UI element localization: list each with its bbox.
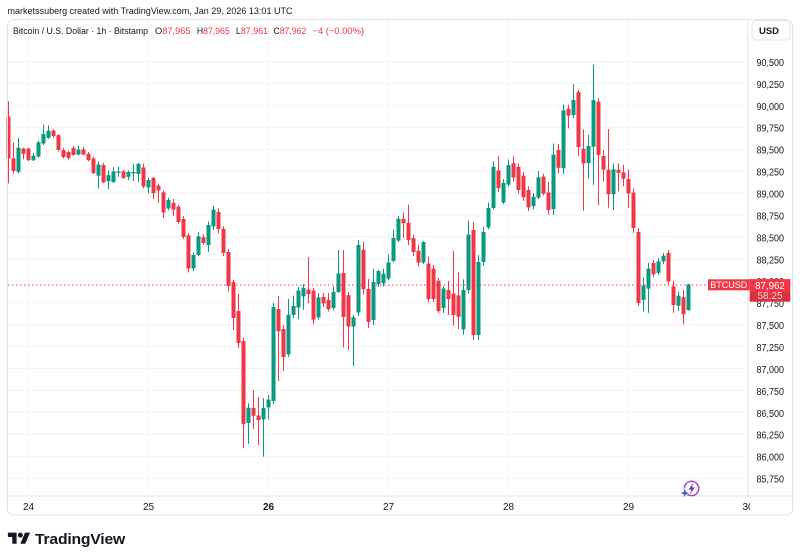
svg-text:88,250: 88,250 bbox=[757, 255, 785, 266]
svg-text:88,750: 88,750 bbox=[757, 211, 785, 222]
svg-text:L87,961: L87,961 bbox=[236, 26, 268, 37]
svg-text:26: 26 bbox=[263, 502, 275, 513]
svg-text:Bitcoin / U.S. Dollar · 1h · B: Bitcoin / U.S. Dollar · 1h · Bitstamp bbox=[13, 26, 148, 37]
svg-text:87,500: 87,500 bbox=[757, 321, 785, 332]
svg-text:27: 27 bbox=[383, 502, 395, 513]
svg-text:24: 24 bbox=[23, 502, 35, 513]
svg-text:87,250: 87,250 bbox=[757, 343, 785, 354]
svg-text:88,500: 88,500 bbox=[757, 233, 785, 244]
svg-text:86,250: 86,250 bbox=[757, 431, 785, 442]
svg-text:H87,965: H87,965 bbox=[197, 26, 230, 37]
svg-text:89,500: 89,500 bbox=[757, 146, 785, 157]
svg-text:30: 30 bbox=[742, 502, 754, 513]
svg-text:85,750: 85,750 bbox=[757, 475, 785, 486]
svg-text:BTCUSD: BTCUSD bbox=[710, 280, 748, 290]
svg-text:29: 29 bbox=[623, 502, 635, 513]
svg-text:USD: USD bbox=[759, 26, 779, 37]
svg-text:90,000: 90,000 bbox=[757, 102, 785, 113]
svg-text:89,750: 89,750 bbox=[757, 124, 785, 135]
svg-text:TradingView: TradingView bbox=[35, 531, 125, 548]
svg-text:86,500: 86,500 bbox=[757, 409, 785, 420]
svg-text:O87,965: O87,965 bbox=[155, 26, 191, 37]
svg-text:90,250: 90,250 bbox=[757, 80, 785, 91]
svg-text:87,000: 87,000 bbox=[757, 365, 785, 376]
svg-text:89,250: 89,250 bbox=[757, 168, 785, 179]
svg-text:90,500: 90,500 bbox=[757, 58, 785, 69]
svg-text:89,000: 89,000 bbox=[757, 190, 785, 201]
svg-text:87,750: 87,750 bbox=[757, 299, 785, 310]
svg-text:−4 (−0.00%): −4 (−0.00%) bbox=[313, 26, 365, 37]
svg-text:87,962: 87,962 bbox=[755, 281, 785, 292]
svg-text:25: 25 bbox=[143, 502, 155, 513]
svg-text:86,750: 86,750 bbox=[757, 387, 785, 398]
svg-text:28: 28 bbox=[503, 502, 515, 513]
svg-text:C87,962: C87,962 bbox=[273, 26, 306, 37]
svg-text:58:25: 58:25 bbox=[757, 291, 782, 302]
svg-text:marketssuberg created with Tra: marketssuberg created with TradingView.c… bbox=[8, 6, 293, 16]
svg-text:86,000: 86,000 bbox=[757, 453, 785, 464]
